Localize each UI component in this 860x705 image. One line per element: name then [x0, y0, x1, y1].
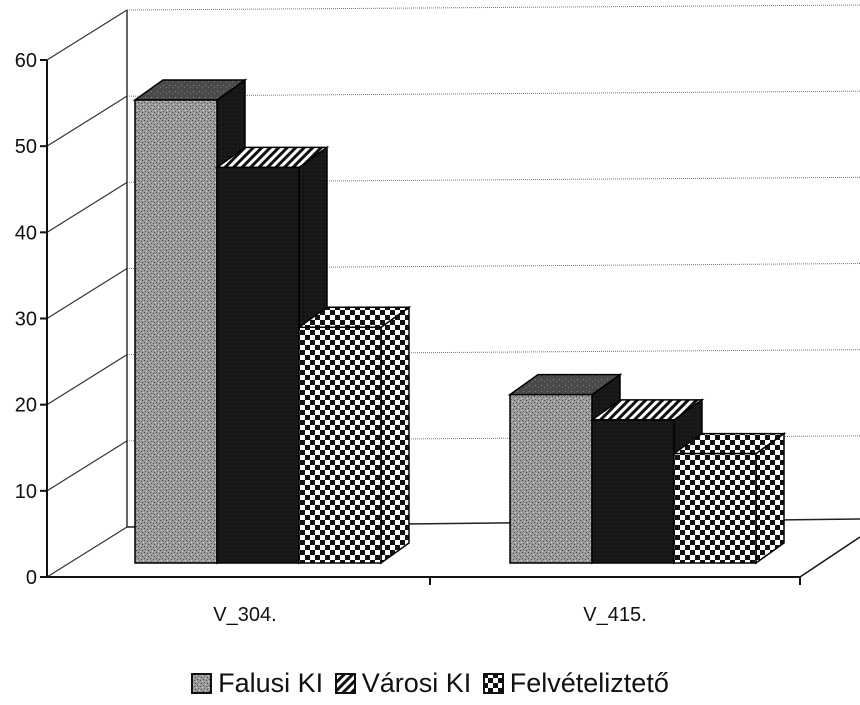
x-tick-label: V_304.	[213, 604, 276, 626]
axis-labels: 0 10 20 30 40 50 60 V_304. V_415.	[15, 50, 647, 626]
y-tick-label: 10	[15, 481, 37, 503]
gridline-diagonal	[46, 526, 128, 578]
gridline-diagonal	[46, 9, 128, 61]
bar	[296, 305, 412, 565]
y-tick-label: 30	[15, 309, 37, 331]
bar-front	[509, 393, 593, 564]
legend-item-falusi: Falusi KI	[191, 668, 323, 699]
gridline-diagonal	[46, 440, 128, 492]
y-tick-label: 50	[15, 136, 37, 158]
bar-side	[380, 305, 410, 565]
gridline	[126, 4, 860, 11]
bar-front	[298, 326, 382, 564]
bar-front	[216, 166, 300, 564]
gridline-diagonal	[46, 354, 128, 406]
legend-swatch-speckled	[191, 673, 213, 694]
bar-front	[591, 419, 675, 564]
floor-right-edge	[799, 536, 860, 578]
bar	[671, 432, 787, 565]
gridline-diagonal	[46, 267, 128, 320]
gridline-diagonal	[46, 95, 128, 147]
bar-side	[755, 432, 785, 565]
x-tick-label: V_415.	[583, 604, 646, 626]
axes	[40, 10, 860, 585]
legend-item-felveteliztet: Felvételiztető	[482, 668, 669, 699]
chart: 0 10 20 30 40 50 60 V_304. V_415.	[15, 4, 860, 626]
gridline	[126, 90, 860, 97]
legend-label-falusi: Falusi KI	[218, 668, 324, 698]
legend-swatch-checker	[482, 673, 504, 694]
bars	[132, 78, 787, 565]
legend-label-felveteliztet: Felvételiztető	[509, 668, 669, 698]
legend-swatch-striped	[334, 673, 356, 694]
y-tick-label: 20	[15, 395, 37, 417]
y-tick-label: 60	[15, 50, 37, 72]
legend-label-varosi: Városi KI	[361, 668, 472, 698]
y-tick-label: 0	[26, 567, 37, 589]
bar-front	[134, 99, 218, 564]
gridline-diagonal	[46, 181, 128, 233]
legend: Falusi KI Városi KI Felvételiztető	[0, 668, 860, 701]
legend-item-varosi: Városi KI	[334, 668, 472, 699]
y-tick-label: 40	[15, 222, 37, 244]
bar-front	[673, 452, 757, 564]
